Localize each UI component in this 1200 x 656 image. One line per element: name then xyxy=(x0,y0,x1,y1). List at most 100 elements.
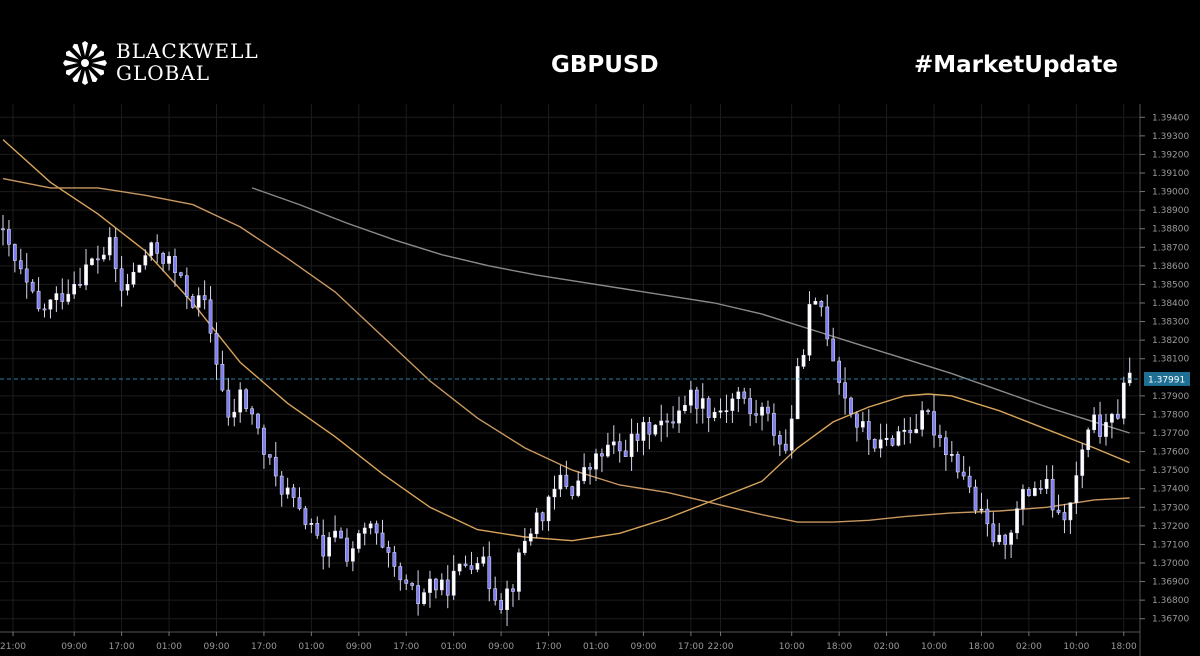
time-tick-label: 17:00 xyxy=(251,642,277,652)
candle-body xyxy=(214,333,219,365)
candle-body xyxy=(528,533,533,542)
chart-grid xyxy=(0,104,1140,632)
candle-body xyxy=(760,406,764,416)
candle-body xyxy=(291,487,296,498)
candle-body xyxy=(689,389,693,406)
candle-body xyxy=(1127,372,1132,384)
candle-body xyxy=(1009,532,1013,545)
candle-body xyxy=(540,512,545,522)
time-tick-label: 01:00 xyxy=(583,642,609,652)
candle-body xyxy=(469,565,474,570)
candle-body xyxy=(339,530,343,539)
candle-body xyxy=(333,530,337,538)
candle-body xyxy=(932,411,936,436)
price-tick-label: 1.37900 xyxy=(1152,392,1189,402)
current-price-badge xyxy=(1144,371,1190,386)
candle-body xyxy=(60,293,65,302)
price-tick-label: 1.38900 xyxy=(1152,206,1189,216)
candle-body xyxy=(884,437,889,440)
logo-petal xyxy=(91,50,105,60)
price-tick-label: 1.37800 xyxy=(1152,410,1189,420)
price-tick-label: 1.36800 xyxy=(1152,596,1189,606)
candle-body xyxy=(297,497,302,509)
candle-body xyxy=(184,275,189,297)
candle-body xyxy=(849,397,853,415)
time-tick-label: 17:00 xyxy=(393,642,419,652)
moving-average-line-1 xyxy=(2,139,1130,542)
price-tick-label: 1.37500 xyxy=(1152,466,1189,476)
candle-body xyxy=(700,398,705,409)
candle-body xyxy=(511,588,515,592)
candle-body xyxy=(238,389,243,413)
candle-body xyxy=(179,272,183,276)
candle-body xyxy=(220,364,225,391)
candle-body xyxy=(398,566,403,581)
time-tick-label: 10:00 xyxy=(921,642,947,652)
logo-petal xyxy=(82,41,88,56)
candle-body xyxy=(1032,487,1037,496)
candle-body xyxy=(273,456,278,477)
candle-body xyxy=(955,454,960,473)
candle-body xyxy=(30,281,35,292)
candle-body xyxy=(416,585,420,604)
candle-body xyxy=(167,256,171,264)
candle-body xyxy=(831,338,836,362)
candle-body xyxy=(582,467,586,482)
candle-body xyxy=(789,418,794,451)
price-tick-label: 1.39100 xyxy=(1152,169,1189,179)
candle-body xyxy=(173,256,177,273)
candle-body xyxy=(327,537,331,557)
candle-body xyxy=(641,422,646,441)
candle-body xyxy=(819,301,824,308)
candle-body xyxy=(54,293,59,301)
candle-body xyxy=(351,548,355,562)
price-tick-label: 1.38600 xyxy=(1152,262,1189,272)
candle-body xyxy=(795,366,800,420)
time-tick-label: 09:00 xyxy=(204,642,230,652)
brand-line-2: GLOBAL xyxy=(116,61,211,85)
candle-body xyxy=(522,540,527,553)
candle-body xyxy=(1080,449,1085,476)
candle-body xyxy=(84,264,88,286)
candle-body xyxy=(938,434,942,439)
candle-body xyxy=(374,523,379,534)
candle-body xyxy=(1068,502,1073,521)
candle-body xyxy=(748,398,753,414)
logo-petal xyxy=(91,66,105,76)
candle-body xyxy=(143,255,148,266)
candle-body xyxy=(445,579,450,596)
candle-body xyxy=(315,523,320,536)
candle-body xyxy=(303,508,308,525)
candle-body xyxy=(783,443,788,451)
price-chart[interactable]: 1.39400 1.39300 1.39200 1.39100 1.39000 1.389… xyxy=(0,104,1200,656)
candle-body xyxy=(78,284,82,286)
candle-body xyxy=(244,389,248,409)
candle-body xyxy=(665,420,670,423)
candle-body xyxy=(439,579,444,591)
candle-body xyxy=(149,242,154,256)
candle-body xyxy=(683,405,687,412)
candle-body xyxy=(1110,413,1114,423)
candle-body xyxy=(985,508,990,525)
candle-body xyxy=(1050,478,1055,511)
time-tick-label: 10:00 xyxy=(779,642,805,652)
candle-body xyxy=(623,450,628,457)
time-tick-label: 18:00 xyxy=(968,642,994,652)
candle-body xyxy=(570,486,575,496)
candle-body xyxy=(617,441,622,452)
candle-body xyxy=(920,410,924,430)
candle-body xyxy=(712,411,717,418)
time-tick-label: 02:00 xyxy=(1016,642,1042,652)
time-tick-label: 18:00 xyxy=(1111,642,1137,652)
candle-body xyxy=(410,583,415,586)
candle-body xyxy=(677,410,681,424)
candle-body xyxy=(1015,508,1019,534)
candle-body xyxy=(202,295,207,301)
brand-name: BLACKWELL GLOBAL xyxy=(116,40,259,84)
price-tick-label: 1.36700 xyxy=(1152,615,1189,625)
candle-body xyxy=(564,474,569,487)
candle-body xyxy=(730,398,735,411)
candle-body xyxy=(718,410,723,413)
candle-body xyxy=(1056,509,1061,513)
brand-logo: BLACKWELL GLOBAL xyxy=(62,40,262,86)
